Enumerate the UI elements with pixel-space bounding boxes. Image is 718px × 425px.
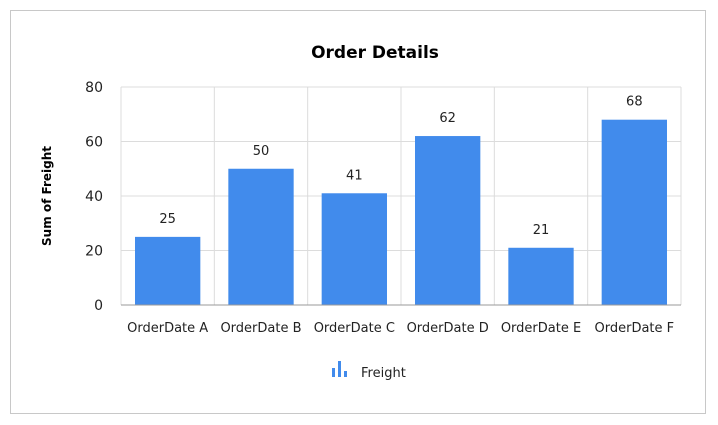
x-tick-label: OrderDate E bbox=[501, 321, 581, 336]
bar[interactable] bbox=[135, 236, 201, 305]
legend-label-freight: Freight bbox=[361, 366, 406, 381]
data-label: 21 bbox=[533, 223, 550, 238]
y-tick-label: 80 bbox=[85, 80, 103, 96]
x-tick-label: OrderDate F bbox=[595, 321, 675, 336]
data-label: 62 bbox=[439, 111, 456, 126]
bars: 25 50 41 62 21 68 bbox=[135, 95, 667, 305]
bar[interactable] bbox=[228, 168, 294, 305]
data-label: 25 bbox=[159, 212, 176, 227]
chart-title: Order Details bbox=[311, 43, 439, 63]
y-tick-label: 0 bbox=[94, 298, 103, 314]
data-label: 41 bbox=[346, 168, 363, 183]
y-tick-label: 60 bbox=[85, 135, 103, 151]
x-tick-label: OrderDate C bbox=[314, 321, 395, 336]
x-tick-label: OrderDate D bbox=[407, 321, 489, 336]
bar[interactable] bbox=[321, 193, 387, 305]
grid bbox=[120, 86, 682, 305]
bar[interactable] bbox=[508, 247, 574, 305]
axes: 0 20 40 60 80 OrderDate A OrderDate B OrderDate… bbox=[85, 80, 681, 336]
bar-chart-icon bbox=[332, 361, 347, 377]
bar[interactable] bbox=[415, 136, 481, 305]
data-label: 68 bbox=[626, 95, 643, 110]
y-axis-label: Sum of Freight bbox=[40, 146, 54, 246]
data-label: 50 bbox=[253, 144, 270, 159]
legend[interactable]: Freight bbox=[332, 361, 406, 381]
x-tick-label: OrderDate B bbox=[220, 321, 301, 336]
bar[interactable] bbox=[601, 119, 667, 305]
y-tick-label: 20 bbox=[85, 244, 103, 260]
x-tick-label: OrderDate A bbox=[127, 321, 208, 336]
y-tick-label: 40 bbox=[85, 189, 103, 205]
